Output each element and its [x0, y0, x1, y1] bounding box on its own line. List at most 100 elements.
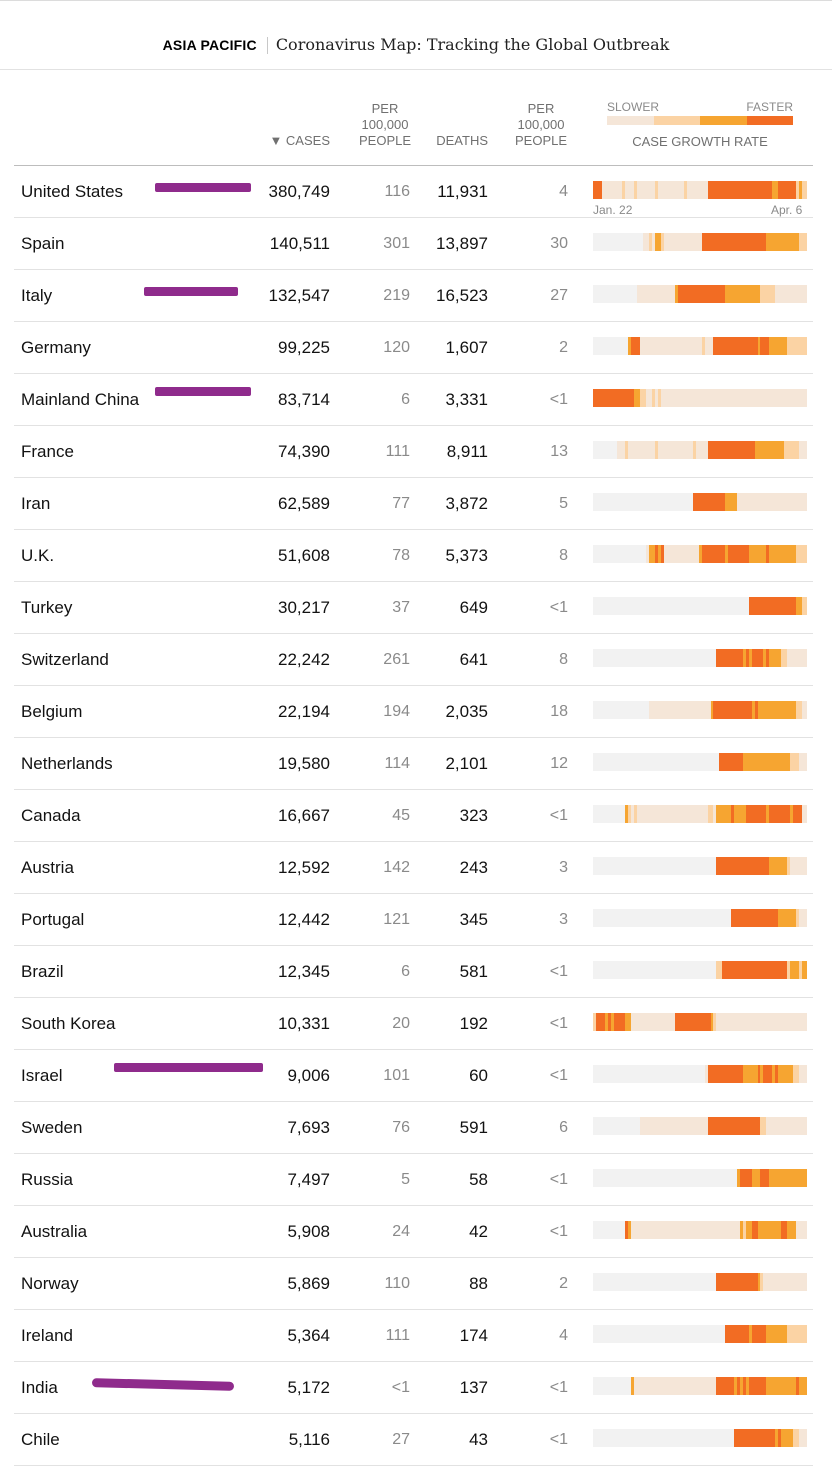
case-growth-bar[interactable]: [593, 1273, 808, 1291]
growth-day-cell: [775, 441, 779, 459]
case-growth-bar[interactable]: [593, 1117, 808, 1135]
page-headline[interactable]: Coronavirus Map: Tracking the Global Out…: [275, 35, 670, 54]
growth-day-cell: [651, 1429, 655, 1447]
case-growth-bar[interactable]: [593, 961, 808, 979]
growth-day-cell: [731, 805, 734, 823]
table-row[interactable]: Norway 5,869 110 88 2: [14, 1258, 813, 1310]
growth-day-cell: [778, 805, 781, 823]
growth-day-cell: [663, 1429, 667, 1447]
case-growth-bar[interactable]: [593, 909, 808, 927]
case-growth-bar[interactable]: [593, 233, 808, 251]
table-row[interactable]: Ireland 5,364 111 174 4: [14, 1310, 813, 1362]
growth-day-cell: [781, 181, 784, 199]
growth-day-cell: [675, 441, 679, 459]
cases-column-header[interactable]: ▼ CASES: [269, 133, 330, 148]
growth-day-cell: [619, 545, 623, 563]
growth-day-cell: [640, 1065, 643, 1083]
growth-day-cell: [689, 181, 693, 199]
case-growth-bar[interactable]: [593, 389, 808, 407]
growth-day-cell: [678, 961, 682, 979]
table-row[interactable]: Chile 5,116 27 43 <1: [14, 1414, 813, 1466]
case-growth-bar[interactable]: [593, 597, 808, 615]
case-growth-bar[interactable]: [593, 1377, 808, 1395]
case-growth-bar[interactable]: [593, 1325, 808, 1343]
section-label[interactable]: ASIA PACIFIC: [162, 37, 257, 53]
table-row[interactable]: Israel 9,006 101 60 <1: [14, 1050, 813, 1102]
growth-day-cell: [763, 753, 767, 771]
table-row[interactable]: Portugal 12,442 121 345 3: [14, 894, 813, 946]
growth-day-cell: [675, 1013, 679, 1031]
case-growth-bar[interactable]: [593, 753, 808, 771]
table-row[interactable]: Spain 140,511 301 13,897 30: [14, 218, 813, 270]
growth-day-cell: [792, 753, 796, 771]
table-row[interactable]: U.K. 51,608 78 5,373 8: [14, 530, 813, 582]
case-growth-bar[interactable]: [593, 441, 808, 459]
table-row[interactable]: Australia 5,908 24 42 <1: [14, 1206, 813, 1258]
growth-day-cell: [742, 337, 746, 355]
table-row[interactable]: France 74,390 111 8,911 13: [14, 426, 813, 478]
growth-day-cell: [666, 441, 670, 459]
table-row[interactable]: Belgium 22,194 194 2,035 18: [14, 686, 813, 738]
table-row[interactable]: South Korea 10,331 20 192 <1: [14, 998, 813, 1050]
table-row[interactable]: Switzerland 22,242 261 641 8: [14, 634, 813, 686]
growth-day-cell: [763, 909, 767, 927]
case-growth-bar[interactable]: [593, 1065, 808, 1083]
growth-day-cell: [772, 1429, 776, 1447]
country-name: Brazil: [21, 962, 64, 981]
case-growth-bar[interactable]: [593, 1221, 808, 1239]
growth-day-cell: [748, 493, 752, 511]
growth-day-cell: [637, 285, 640, 303]
growth-day-cell: [804, 441, 808, 459]
case-growth-bar[interactable]: [593, 493, 808, 511]
growth-day-cell: [719, 285, 723, 303]
table-row[interactable]: Austria 12,592 142 243 3: [14, 842, 813, 894]
table-row[interactable]: Turkey 30,217 37 649 <1: [14, 582, 813, 634]
growth-day-cell: [601, 1169, 605, 1187]
table-row[interactable]: Brazil 12,345 6 581 <1: [14, 946, 813, 998]
case-growth-bar[interactable]: [593, 1013, 808, 1031]
table-row[interactable]: United States 380,749 116 11,931 4 Jan. 22 Apr…: [14, 166, 813, 218]
case-growth-bar[interactable]: [593, 1429, 808, 1447]
growth-day-cell: [604, 1117, 608, 1135]
table-row[interactable]: Netherlands 19,580 114 2,101 12: [14, 738, 813, 790]
growth-day-cell: [751, 961, 755, 979]
growth-day-cell: [728, 857, 732, 875]
table-row[interactable]: Mainland China 83,714 6 3,331 <1: [14, 374, 813, 426]
case-growth-bar[interactable]: [593, 545, 808, 563]
case-growth-bar[interactable]: [593, 181, 808, 199]
case-growth-bar[interactable]: [593, 857, 808, 875]
growth-day-cell: [745, 441, 749, 459]
table-row[interactable]: India 5,172 <1 137 <1: [14, 1362, 813, 1414]
growth-day-cell: [739, 1169, 743, 1187]
growth-day-cell: [675, 1325, 679, 1343]
growth-day-cell: [798, 233, 802, 251]
growth-day-cell: [716, 493, 720, 511]
table-row[interactable]: Canada 16,667 45 323 <1: [14, 790, 813, 842]
case-growth-bar[interactable]: [593, 701, 808, 719]
growth-day-cell: [657, 1221, 661, 1239]
table-row[interactable]: Germany 99,225 120 1,607 2: [14, 322, 813, 374]
table-row[interactable]: Italy 132,547 219 16,523 27: [14, 270, 813, 322]
growth-day-cell: [763, 441, 767, 459]
growth-day-cell: [634, 1273, 638, 1291]
case-growth-bar[interactable]: [593, 285, 808, 303]
case-growth-bar[interactable]: [593, 1169, 808, 1187]
deaths-column-header[interactable]: DEATHS: [436, 133, 488, 148]
growth-day-cell: [637, 649, 640, 667]
case-growth-bar[interactable]: [593, 649, 808, 667]
growth-day-cell: [701, 1013, 705, 1031]
growth-day-cell: [804, 1325, 808, 1343]
case-growth-bar[interactable]: [593, 337, 808, 355]
growth-day-cell: [619, 649, 623, 667]
case-growth-bar[interactable]: [593, 805, 808, 823]
deaths-value: 174: [459, 1326, 488, 1345]
table-row[interactable]: Sweden 7,693 76 591 6: [14, 1102, 813, 1154]
growth-day-cell: [593, 1221, 596, 1239]
growth-day-cell: [610, 961, 614, 979]
table-row[interactable]: Russia 7,497 5 58 <1: [14, 1154, 813, 1206]
growth-day-cell: [795, 181, 799, 199]
growth-day-cell: [728, 1117, 732, 1135]
growth-day-cell: [660, 233, 664, 251]
table-row[interactable]: Iran 62,589 77 3,872 5: [14, 478, 813, 530]
growth-day-cell: [689, 337, 693, 355]
